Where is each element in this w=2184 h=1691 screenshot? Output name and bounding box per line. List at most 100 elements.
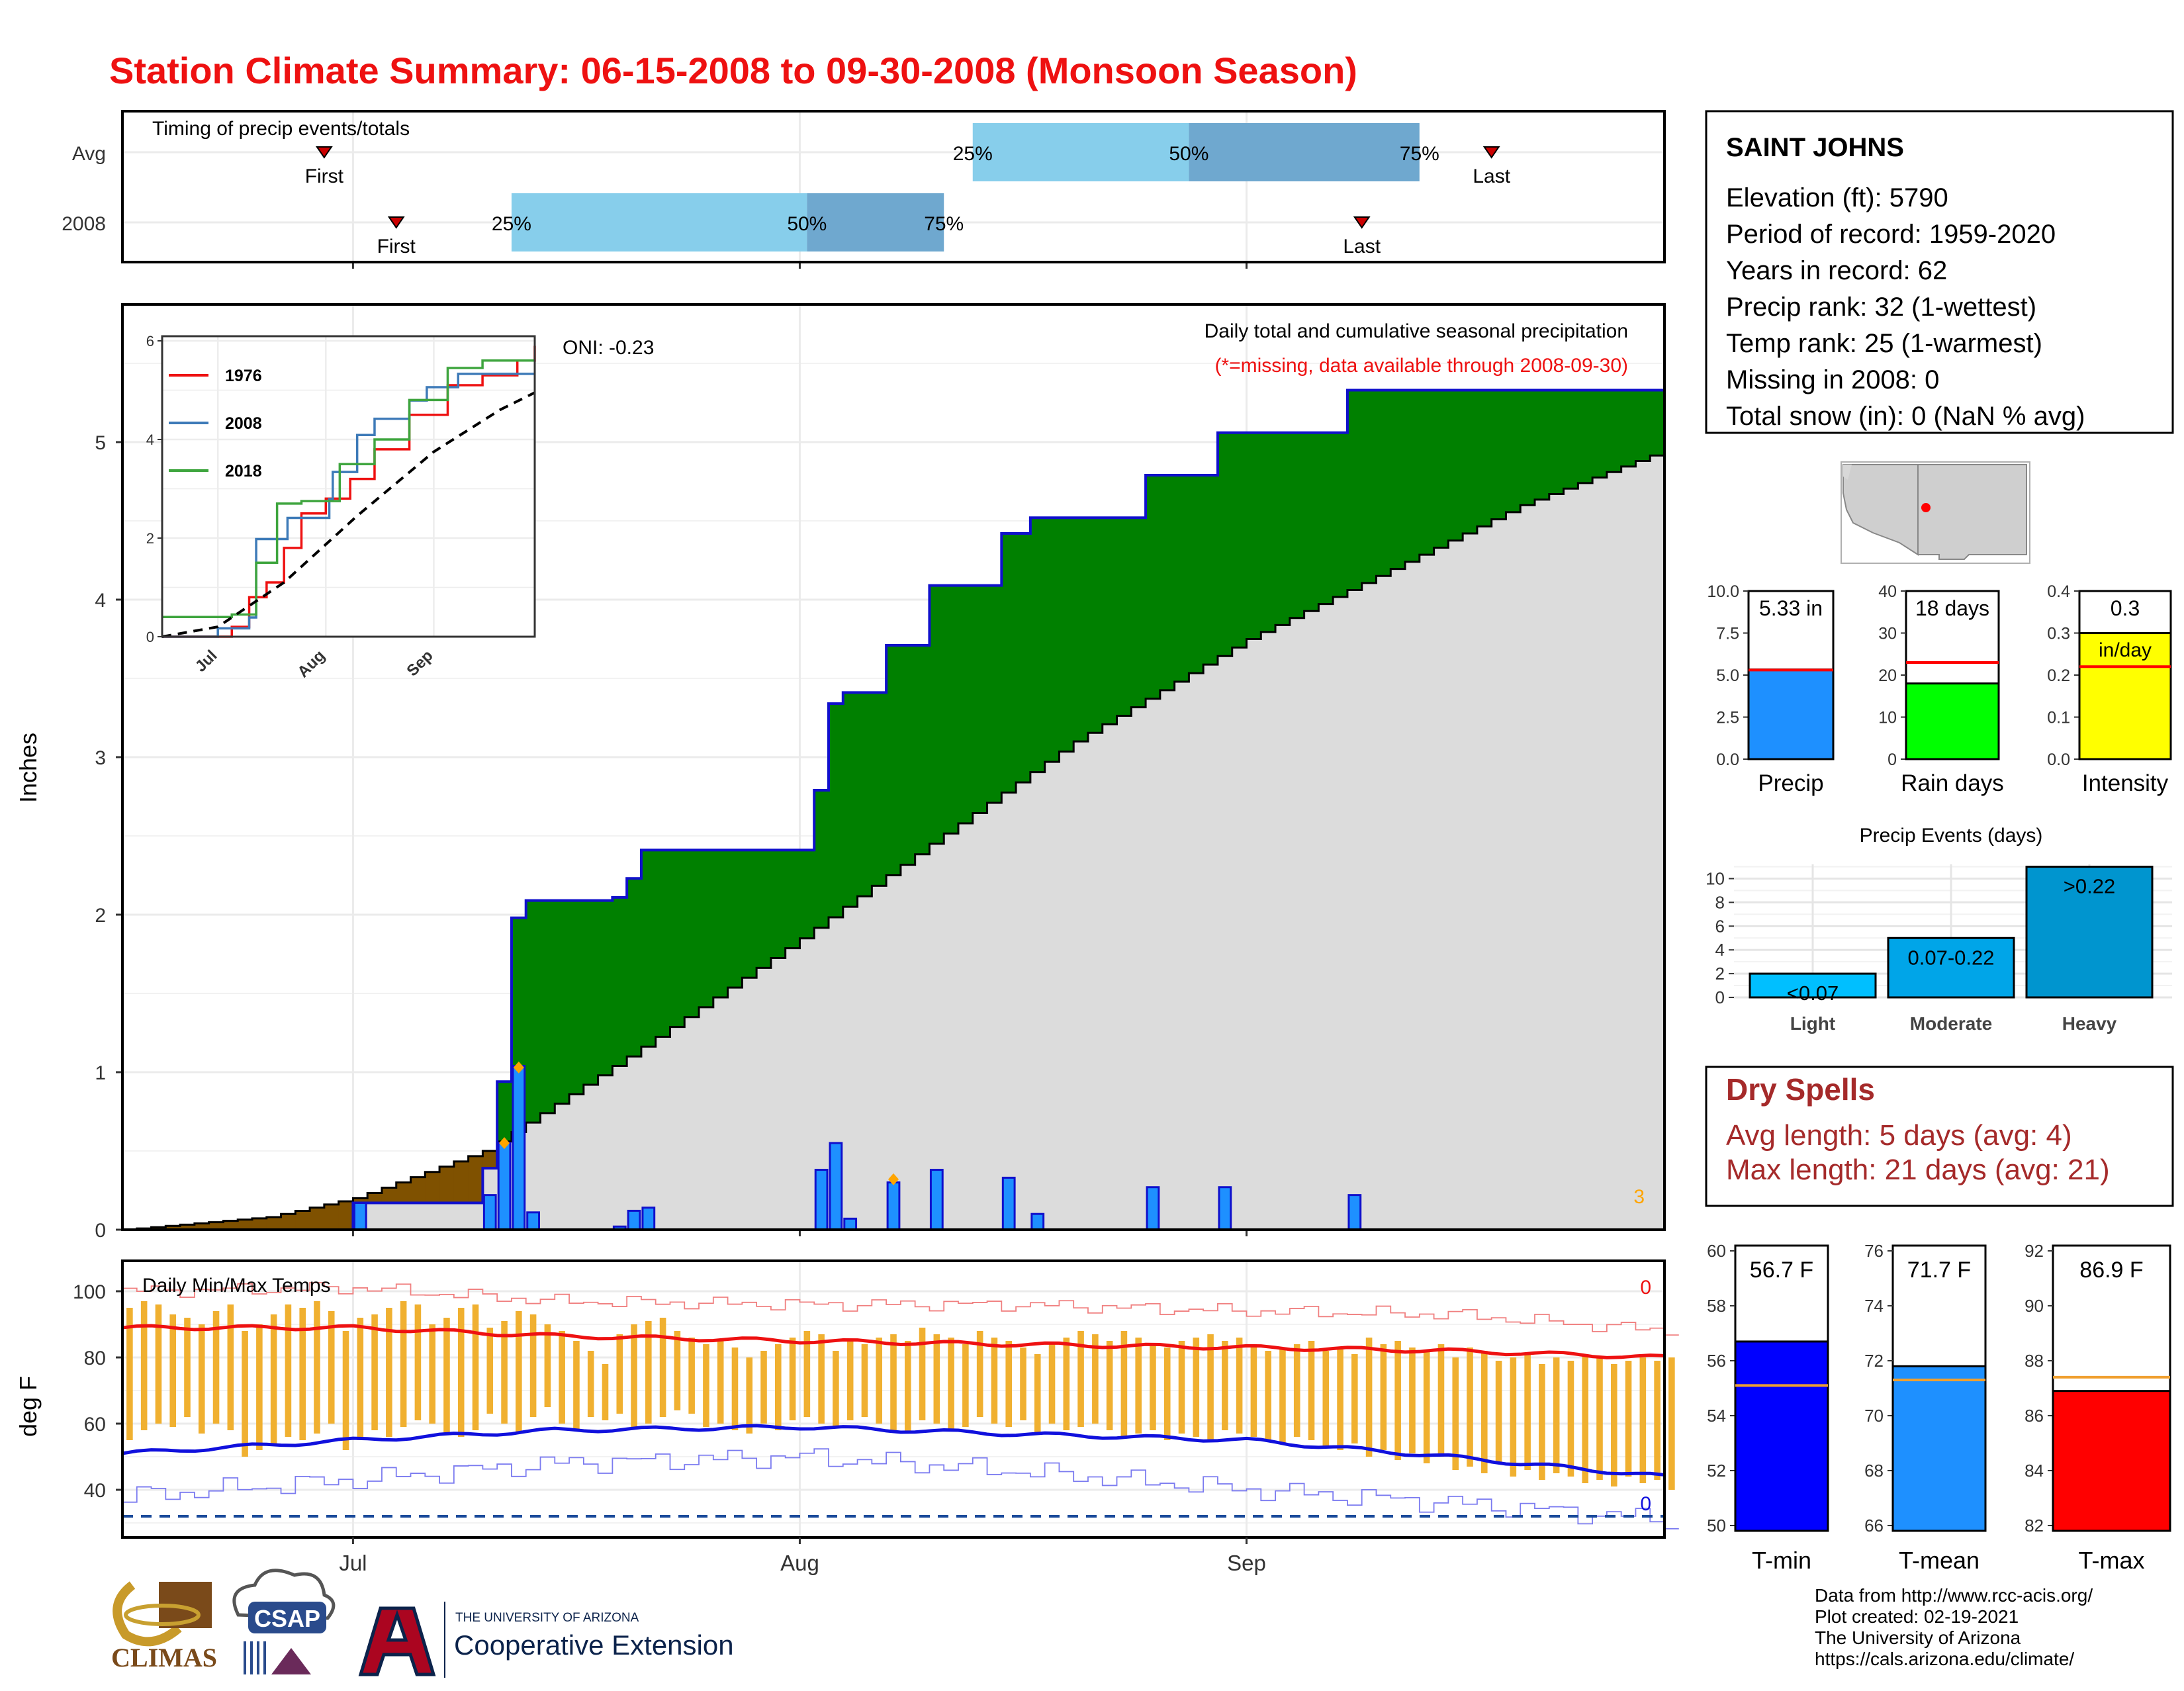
daily-temp-range-bar: [904, 1341, 911, 1434]
surplus-area-segment: [1016, 533, 1031, 783]
timing-row-label: 2008: [62, 213, 106, 235]
daily-temp-range-bar: [746, 1357, 753, 1434]
daily-temp-range-bar: [1668, 1357, 1675, 1490]
daily-temp-range-bar: [1394, 1341, 1401, 1460]
missing-note: (*=missing, data available through 2008-…: [1214, 355, 1628, 377]
daily-temp-range-bar: [1293, 1344, 1300, 1437]
precip-frame: [121, 303, 1666, 1231]
surplus-area-segment: [944, 585, 959, 834]
daily-temp-range-bar: [775, 1344, 782, 1430]
deficit-area-segment: [180, 1224, 195, 1230]
summary-value-unit: in/day: [2099, 639, 2152, 661]
deficit-area-segment: [410, 1177, 426, 1203]
surplus-area-segment: [540, 900, 555, 1113]
surplus-area-segment: [1232, 432, 1248, 648]
daily-temp-range-bar: [674, 1331, 681, 1410]
month-tick-label: Jul: [339, 1551, 367, 1575]
inset-normal-line: [161, 391, 535, 638]
temp-summary-y-tick-label: 50: [1707, 1516, 1726, 1535]
daily-temp-range-bar: [789, 1338, 796, 1420]
events-bar-heavy: [2025, 866, 2154, 999]
surplus-area-segment: [929, 585, 944, 844]
surplus-area-segment: [497, 1081, 512, 1142]
climas-wordmark: CLIMAS: [111, 1643, 217, 1672]
surplus-area-segment: [655, 850, 671, 1037]
summary-y-tick-label: 10: [1878, 709, 1897, 727]
surplus-area-segment: [958, 585, 974, 823]
ua-block-a: [358, 1606, 436, 1676]
deficit-area-segment: [208, 1222, 224, 1230]
footer-line: Data from http://www.rcc-acis.org/: [1815, 1585, 2093, 1606]
surplus-area-segment: [1592, 390, 1608, 478]
temp-summary-value-label: 56.7 F: [1750, 1257, 1813, 1283]
station-name: SAINT JOHNS: [1726, 133, 1904, 162]
daily-temp-range-bar: [1092, 1334, 1099, 1424]
surplus-area-segment: [829, 704, 844, 917]
surplus-area-segment: [915, 645, 931, 854]
timing-row-label: Avg: [72, 143, 106, 165]
temp-summary-y-tick-label: 74: [1864, 1296, 1884, 1316]
precip-y-tick-label: 3: [95, 747, 106, 769]
surplus-area-segment: [727, 850, 743, 988]
summary-y-tick-label: 0.3: [2047, 625, 2070, 643]
daily-precip-bar: [627, 1209, 641, 1231]
daily-temp-range-bar: [1322, 1351, 1330, 1447]
station-info-line: Total snow (in): 0 (NaN % avg): [1726, 402, 2085, 431]
summary-y-tick-label: 10.0: [1707, 582, 1739, 601]
inset-y-tick-label: 4: [146, 432, 154, 448]
oni-label: ONI: -0.23: [563, 337, 654, 359]
daily-precip-bar: [886, 1181, 901, 1231]
precip-y-tick-label: 1: [95, 1062, 106, 1084]
deficit-area-segment: [367, 1193, 383, 1203]
summary-chart-name: Precip: [1758, 770, 1823, 796]
surplus-area-segment: [1131, 518, 1146, 708]
daily-temp-range-bar: [342, 1331, 349, 1450]
events-y-tick-label: 8: [1715, 892, 1725, 912]
temp-summary-name: T-min: [1752, 1547, 1811, 1574]
surplus-area-segment: [1001, 533, 1017, 793]
surplus-area-segment: [1246, 432, 1261, 639]
inset-series-line-2018: [162, 359, 535, 618]
dry-avg-length: Avg length: 5 days (avg: 4): [1726, 1119, 2072, 1152]
temp-y-tick-label: 40: [84, 1480, 106, 1502]
temp-y-axis-label: deg F: [15, 1376, 42, 1437]
events-category-label: Heavy: [2062, 1013, 2117, 1034]
daily-temp-range-bar: [1553, 1357, 1560, 1473]
csap-badge: [248, 1602, 326, 1633]
temp-summary-y-tick-label: 86: [2025, 1406, 2044, 1426]
summary-bar-charts: 0.0 2.5 5.0 7.5 10.0 5.33 in Precip 0 10 20 30 40 18…: [1707, 582, 2172, 796]
surplus-area-segment: [1275, 432, 1291, 625]
surplus-area-segment: [1549, 390, 1565, 494]
daily-temp-range-bar: [544, 1324, 551, 1407]
daily-temp-range-bar: [573, 1341, 580, 1430]
surplus-area-segment: [1621, 390, 1637, 467]
temp-summary-y-tick-label: 90: [2025, 1296, 2044, 1316]
temp-summary-value-label: 86.9 F: [2079, 1257, 2143, 1283]
temp-summary-y-tick-label: 72: [1864, 1351, 1884, 1371]
normal-max-line: [122, 1324, 1665, 1359]
daily-temp-range-bar: [140, 1301, 148, 1430]
record-max-line: [122, 1282, 1679, 1336]
daily-temp-range-bar: [256, 1324, 263, 1450]
daily-temp-range-bar: [1279, 1348, 1286, 1443]
temp-summary-y-tick-label: 60: [1707, 1241, 1726, 1261]
inset-legend-label-2008: 2008: [225, 414, 262, 433]
footer-line: Plot created: 02-19-2021: [1815, 1606, 2019, 1627]
daily-temp-range-bar: [919, 1328, 926, 1420]
summary-y-tick-label: 30: [1878, 625, 1897, 643]
station-info-line: Period of record: 1959-2020: [1726, 220, 2056, 249]
surplus-area-segment: [1030, 518, 1046, 772]
surplus-area-segment: [1160, 475, 1175, 690]
timing-q25-q50-bar: [972, 123, 1189, 181]
inset-y-tick-label: 2: [146, 530, 154, 547]
summary-y-tick-label: 0.2: [2047, 666, 2070, 685]
daily-temp-range-bar: [976, 1331, 983, 1417]
daily-temp-range-bar: [1351, 1354, 1358, 1443]
daily-temp-range-bar: [529, 1314, 537, 1417]
events-bar-label: >0.22: [2064, 875, 2115, 898]
temp-summary-y-tick-label: 58: [1707, 1296, 1726, 1316]
daily-temp-range-bar: [991, 1338, 998, 1424]
california-edge: [1843, 465, 1852, 480]
inset-y-tick-label: 6: [146, 333, 154, 349]
